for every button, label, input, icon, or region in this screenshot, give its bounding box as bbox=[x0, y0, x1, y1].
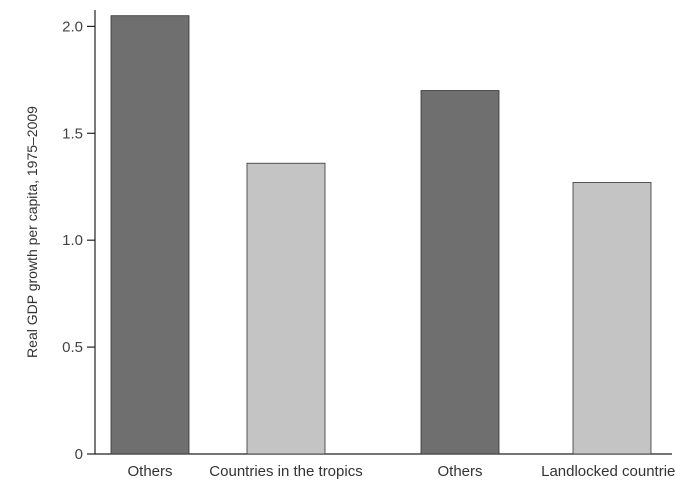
labels: Others Countries in the tropics Others Land… bbox=[127, 463, 675, 480]
y-tick-label: 1.0 bbox=[62, 232, 83, 249]
y-tick-label: 0 bbox=[75, 446, 83, 463]
x-category-label: Landlocked countries bbox=[541, 463, 675, 480]
y-tick-label: 0.5 bbox=[62, 339, 83, 356]
bar bbox=[572, 182, 652, 455]
x-category-label: Others bbox=[127, 463, 172, 480]
bar bbox=[110, 15, 190, 455]
bar bbox=[246, 162, 326, 455]
y-axis-label: Real GDP growth per capita, 1975–2009 bbox=[24, 106, 40, 358]
x-category-label: Others bbox=[437, 463, 482, 480]
axes: 0 0.5 1.0 1.5 2.0 bbox=[62, 10, 672, 463]
bar bbox=[420, 90, 500, 455]
bars bbox=[110, 15, 652, 455]
y-tick-label: 2.0 bbox=[62, 18, 83, 35]
y-tick-label: 1.5 bbox=[62, 125, 83, 142]
x-category-label: Countries in the tropics bbox=[209, 463, 362, 480]
